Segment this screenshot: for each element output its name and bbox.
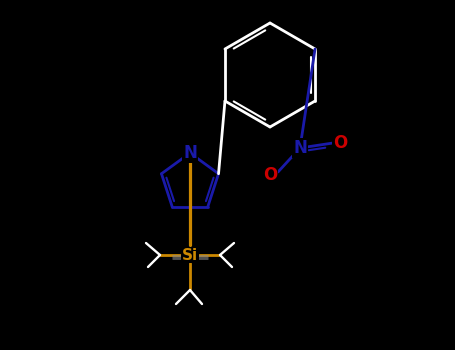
Text: Si: Si	[182, 247, 198, 262]
Text: N: N	[293, 139, 307, 157]
Text: O: O	[333, 134, 347, 152]
Text: O: O	[263, 166, 277, 184]
Text: N: N	[183, 144, 197, 162]
